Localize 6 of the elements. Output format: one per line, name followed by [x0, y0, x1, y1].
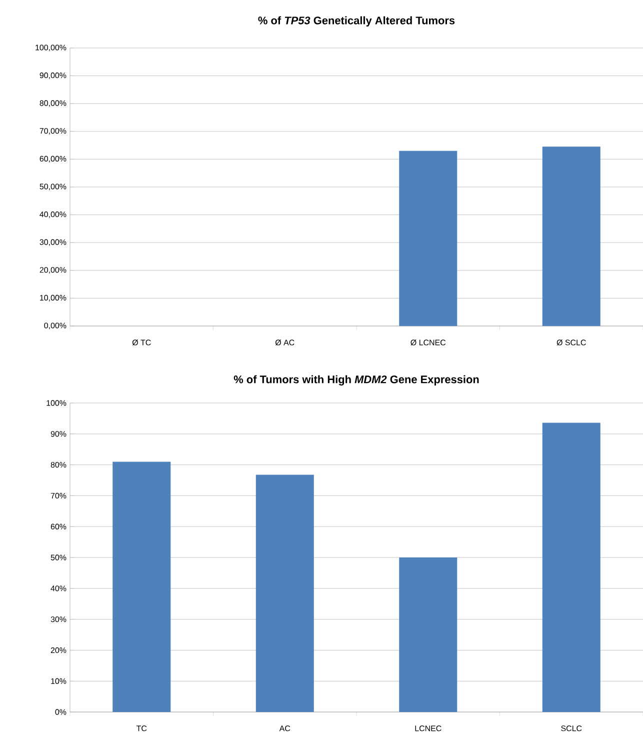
bar [256, 474, 314, 712]
chart-title: % of Tumors with High MDM2 Gene Expression [234, 375, 479, 386]
chart-title: % of TP53 Genetically Altered Tumors [258, 16, 455, 26]
bar [112, 462, 171, 712]
bar [542, 422, 600, 712]
bar [399, 558, 458, 712]
